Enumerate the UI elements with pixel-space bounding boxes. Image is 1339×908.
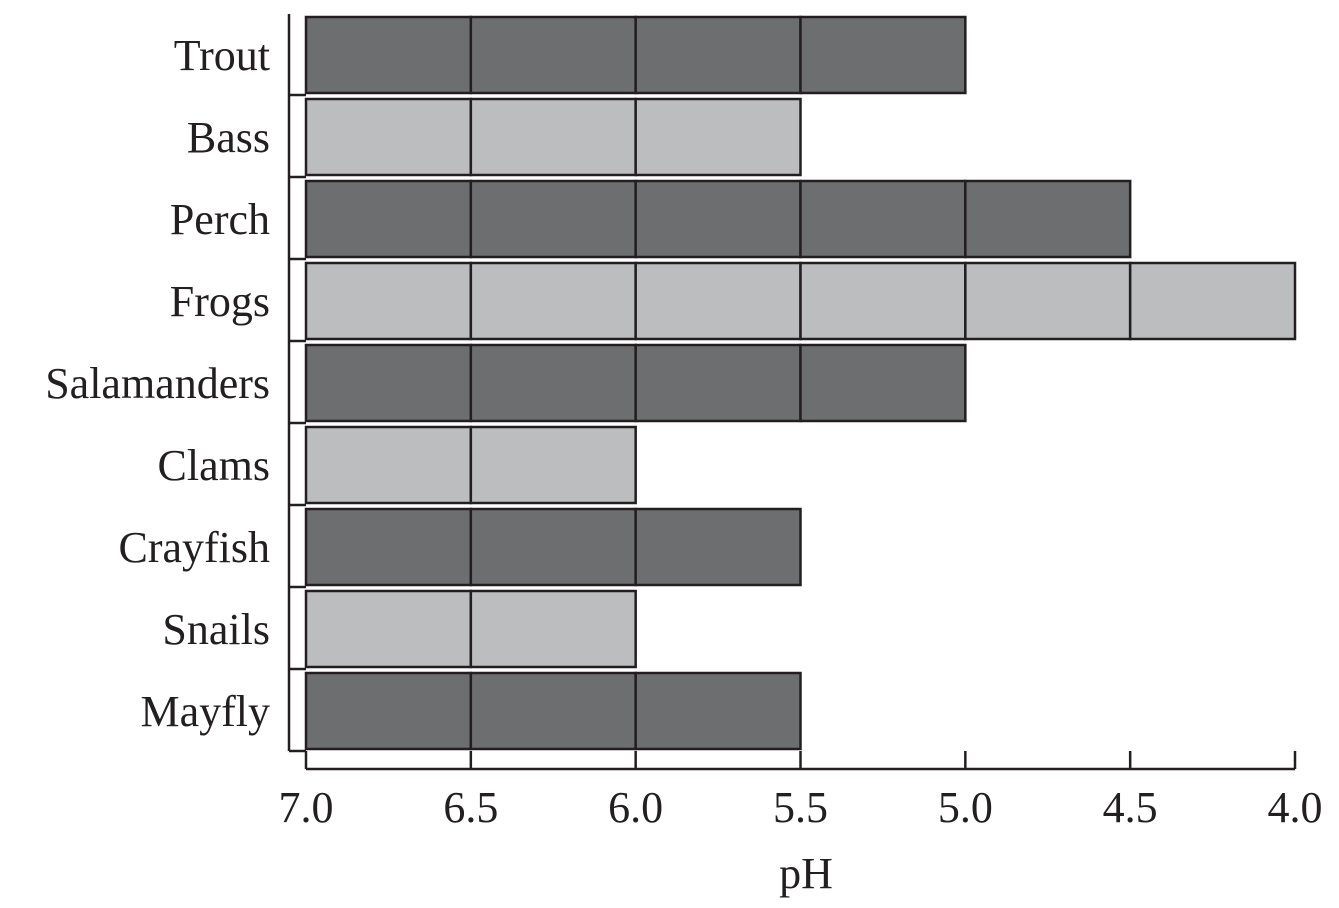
category-label: Frogs xyxy=(170,277,270,326)
bar-mayfly xyxy=(304,671,802,751)
x-tick-label: 5.5 xyxy=(773,783,828,832)
bar-segment xyxy=(469,425,637,505)
bar-segment xyxy=(469,15,637,95)
bar-segment xyxy=(964,179,1132,259)
bar-segment xyxy=(634,179,802,259)
x-tick-label: 6.0 xyxy=(608,783,663,832)
bar-segment xyxy=(469,179,637,259)
x-tick-label: 4.0 xyxy=(1268,783,1323,832)
bar-salamanders xyxy=(304,343,967,423)
bar-segment xyxy=(304,261,473,341)
x-tick-label: 7.0 xyxy=(279,783,334,832)
bar-segment xyxy=(469,671,637,751)
bar-segment xyxy=(634,97,802,177)
bar-segment xyxy=(469,97,637,177)
bar-segment xyxy=(634,261,802,341)
category-label: Bass xyxy=(187,113,270,162)
bar-segment xyxy=(469,343,637,423)
bar-snails xyxy=(304,589,637,669)
bar-segment xyxy=(469,589,637,669)
x-axis-label: pH xyxy=(779,849,833,898)
bar-segment xyxy=(469,261,637,341)
bar-segment xyxy=(634,15,802,95)
x-tick-label: 5.0 xyxy=(938,783,993,832)
bar-segment xyxy=(304,671,473,751)
bar-clams xyxy=(304,425,637,505)
bar-perch xyxy=(304,179,1132,259)
x-tick-label: 4.5 xyxy=(1103,783,1158,832)
bar-segment xyxy=(304,97,473,177)
bar-segment xyxy=(799,15,967,95)
bar-segment xyxy=(304,179,473,259)
bar-crayfish xyxy=(304,507,802,587)
bar-segment xyxy=(304,15,473,95)
bars xyxy=(304,15,1297,751)
category-label: Mayfly xyxy=(140,687,270,736)
bar-segment xyxy=(469,507,637,587)
bar-segment xyxy=(634,343,802,423)
bar-segment xyxy=(1128,261,1297,341)
bar-segment xyxy=(304,507,473,587)
bar-segment xyxy=(634,507,802,587)
bar-segment xyxy=(799,343,967,423)
bar-segment xyxy=(799,179,967,259)
category-label: Perch xyxy=(170,195,270,244)
category-label: Salamanders xyxy=(45,359,270,408)
y-axis: Trout Bass Perch Frogs Salamanders Clams Crayf… xyxy=(45,14,306,753)
category-label: Crayfish xyxy=(118,523,270,572)
category-label: Clams xyxy=(158,441,270,490)
bar-segment xyxy=(304,425,473,505)
x-axis: 7.0 6.5 6.0 5.5 5.0 4.5 4.0 xyxy=(279,751,1323,832)
bar-segment xyxy=(304,343,473,423)
category-label: Snails xyxy=(162,605,270,654)
x-tick-label: 6.5 xyxy=(443,783,498,832)
bar-segment xyxy=(799,261,967,341)
bar-frogs xyxy=(304,261,1297,341)
category-label: Trout xyxy=(174,31,270,80)
bar-bass xyxy=(304,97,802,177)
bar-segment xyxy=(304,589,473,669)
bar-segment xyxy=(634,671,802,751)
bar-segment xyxy=(964,261,1132,341)
bar-trout xyxy=(304,15,967,95)
